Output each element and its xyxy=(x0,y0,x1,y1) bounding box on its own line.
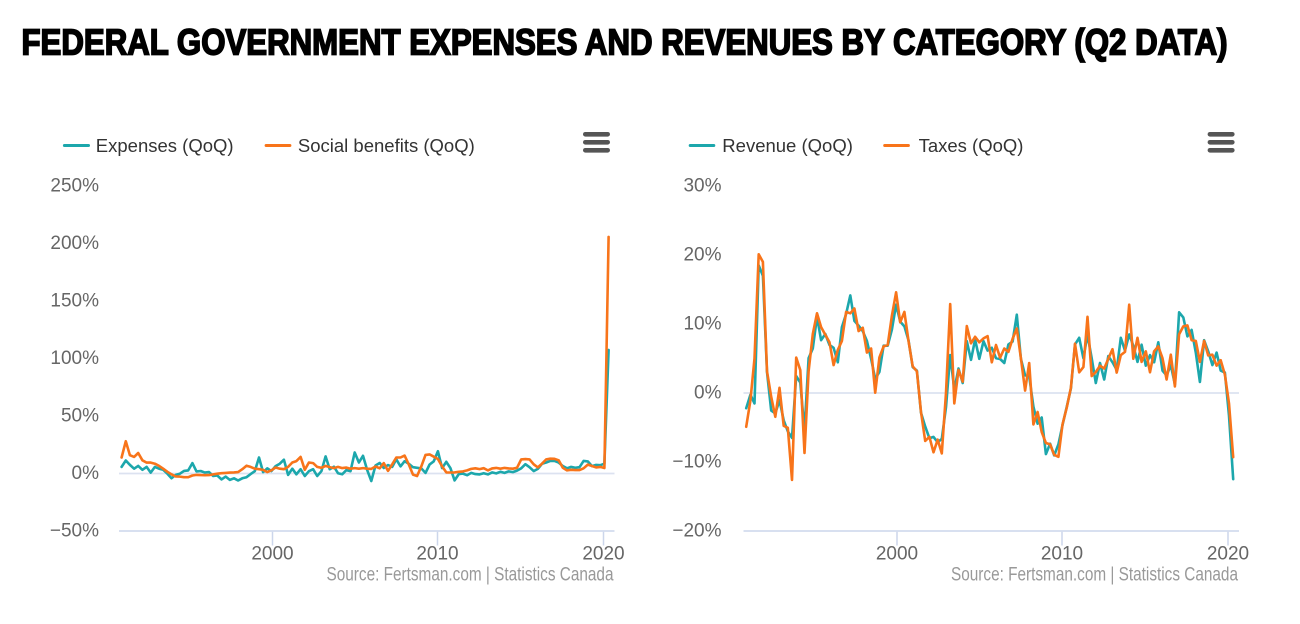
svg-text:2000: 2000 xyxy=(876,544,918,565)
svg-text:50%: 50% xyxy=(61,406,99,427)
svg-text:200%: 200% xyxy=(50,233,99,254)
svg-text:0%: 0% xyxy=(694,383,722,404)
svg-text:0%: 0% xyxy=(72,463,100,484)
svg-text:30%: 30% xyxy=(683,176,721,197)
svg-text:2020: 2020 xyxy=(582,544,624,565)
svg-text:Expenses (QoQ): Expenses (QoQ) xyxy=(96,135,234,156)
svg-text:Source: Fertsman.com | Statist: Source: Fertsman.com | Statistics Canada xyxy=(951,564,1238,585)
svg-text:2010: 2010 xyxy=(416,544,458,565)
svg-text:100%: 100% xyxy=(50,348,99,369)
svg-text:250%: 250% xyxy=(50,176,99,197)
svg-text:Source: Fertsman.com | Statist: Source: Fertsman.com | Statistics Canada xyxy=(327,564,614,585)
svg-text:−20%: −20% xyxy=(672,521,721,542)
svg-text:2010: 2010 xyxy=(1041,544,1083,565)
svg-text:Revenue (QoQ): Revenue (QoQ) xyxy=(722,135,853,156)
svg-text:−50%: −50% xyxy=(50,521,99,542)
svg-text:20%: 20% xyxy=(683,245,721,266)
svg-text:150%: 150% xyxy=(50,291,99,312)
svg-text:2000: 2000 xyxy=(251,544,293,565)
svg-text:10%: 10% xyxy=(683,314,721,335)
svg-text:2020: 2020 xyxy=(1207,544,1249,565)
svg-text:Social benefits (QoQ): Social benefits (QoQ) xyxy=(298,135,475,156)
svg-text:Taxes (QoQ): Taxes (QoQ) xyxy=(919,135,1024,156)
svg-text:FEDERAL GOVERNMENT EXPENSES AN: FEDERAL GOVERNMENT EXPENSES AND REVENUES… xyxy=(22,22,1228,63)
svg-text:−10%: −10% xyxy=(672,452,721,473)
